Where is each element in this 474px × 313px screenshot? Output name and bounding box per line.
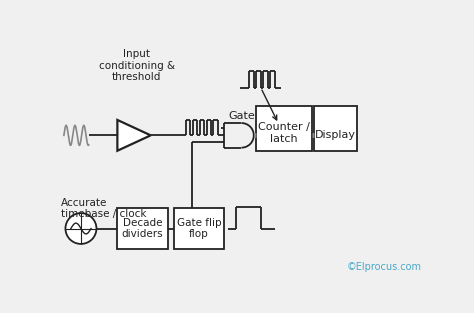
Text: Display: Display <box>315 130 356 140</box>
Text: Counter /
latch: Counter / latch <box>258 122 310 144</box>
Polygon shape <box>118 120 151 151</box>
Bar <box>314 106 357 151</box>
Bar <box>174 208 224 249</box>
Text: ©Elprocus.com: ©Elprocus.com <box>347 262 422 272</box>
Circle shape <box>65 213 96 244</box>
Text: Gate: Gate <box>228 111 255 121</box>
Bar <box>118 208 168 249</box>
Text: Decade
dividers: Decade dividers <box>122 218 164 239</box>
Text: Gate flip
flop: Gate flip flop <box>177 218 221 239</box>
Text: Input
conditioning &
threshold: Input conditioning & threshold <box>99 49 175 82</box>
Bar <box>256 106 312 151</box>
Text: Accurate
timebase / clock: Accurate timebase / clock <box>61 198 146 219</box>
